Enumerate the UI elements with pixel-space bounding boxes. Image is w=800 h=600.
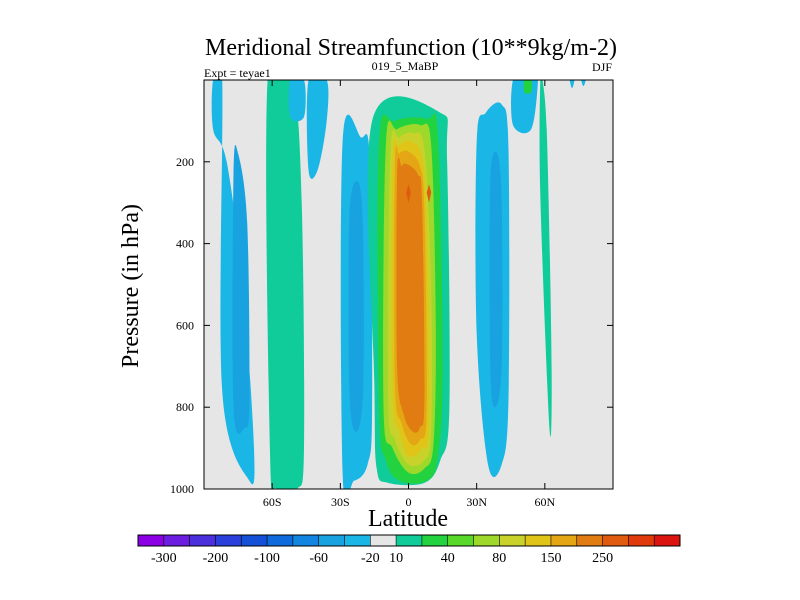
x-tick-label: 0 — [406, 495, 412, 509]
colorbar-swatch — [292, 535, 319, 546]
x-tick-label: 60S — [263, 495, 282, 509]
field-hadley-max-a — [406, 184, 411, 203]
colorbar-swatch — [628, 535, 655, 546]
x-tick-label: 30S — [331, 495, 350, 509]
field-nh-polar-sliver-b — [581, 80, 586, 87]
colorbar-swatch — [396, 535, 423, 546]
colorbar-swatch — [473, 535, 500, 546]
y-tick-label: 600 — [176, 318, 194, 332]
y-axis-label: Pressure (in hPa) — [118, 204, 144, 368]
colorbar-label: 80 — [492, 551, 506, 566]
colorbar-frame — [137, 534, 681, 547]
colorbar: -300 -200 -100 -60 -20 10 40 80 150 250 — [137, 534, 681, 566]
field-nh-polar-sliver — [569, 80, 575, 89]
x-axis-label: Latitude — [368, 506, 448, 532]
field-nh-mid-core — [489, 151, 503, 408]
colorbar-label: 40 — [441, 551, 455, 566]
subtitle-right: DJF — [592, 60, 612, 74]
colorbar-swatch — [421, 535, 449, 546]
chart-title: Meridional Streamfunction (10**9kg/m-2) — [205, 35, 617, 61]
colorbar-swatch — [576, 535, 603, 546]
x-tick-label: 60N — [534, 495, 555, 509]
y-tick-label: 800 — [176, 400, 194, 414]
colorbar-label: -60 — [309, 551, 328, 566]
x-axis: 60S 30S 0 30N 60N — [263, 80, 555, 509]
colorbar-swatch — [138, 535, 165, 546]
colorbar-swatch — [241, 535, 268, 546]
field-hadley-deep-orange — [396, 157, 425, 433]
field-sh-outer-core — [232, 144, 250, 434]
field-polar-strip — [288, 80, 306, 122]
colorbar-label: -100 — [254, 551, 280, 566]
colorbar-label: -20 — [361, 551, 380, 566]
field-sh-upper-strip — [306, 80, 329, 179]
colorbar-label: -200 — [203, 551, 229, 566]
colorbar-swatch — [318, 535, 345, 546]
colorbar-label: 250 — [592, 551, 613, 566]
colorbar-swatch — [654, 535, 681, 546]
field-nh-green-tip — [523, 80, 533, 94]
colorbar-swatch — [499, 535, 526, 546]
field-hadley-max-b — [426, 184, 432, 203]
colorbar-swatch — [163, 535, 190, 546]
field-sh-ferrel-teal — [266, 80, 305, 489]
y-tick-label: 1000 — [170, 482, 194, 496]
colorbar-swatch — [344, 535, 371, 546]
field-nh-upper-strip — [511, 80, 538, 134]
field-sh-mid-core — [348, 181, 364, 432]
colorbar-swatch — [215, 535, 242, 546]
y-tick-label: 200 — [176, 155, 194, 169]
colorbar-swatch — [550, 535, 578, 546]
colorbar-label: 150 — [541, 551, 562, 566]
colorbar-swatch — [370, 535, 397, 546]
field-nh-teal-strip — [539, 80, 552, 437]
subtitle-left: Expt = teyae1 — [204, 66, 271, 80]
colorbar-label: 10 — [389, 551, 403, 566]
plot-fields — [204, 80, 613, 489]
y-axis: 200 400 600 800 1000 — [170, 155, 613, 496]
colorbar-label: -300 — [151, 551, 177, 566]
colorbar-swatch — [267, 535, 294, 546]
colorbar-swatch — [447, 535, 474, 546]
subtitle-center: 019_5_MaBP — [372, 59, 439, 73]
colorbar-swatch — [189, 535, 216, 546]
y-tick-label: 400 — [176, 237, 194, 251]
x-tick-label: 30N — [466, 495, 487, 509]
colorbar-swatch — [525, 535, 552, 546]
colorbar-swatch — [602, 535, 629, 546]
